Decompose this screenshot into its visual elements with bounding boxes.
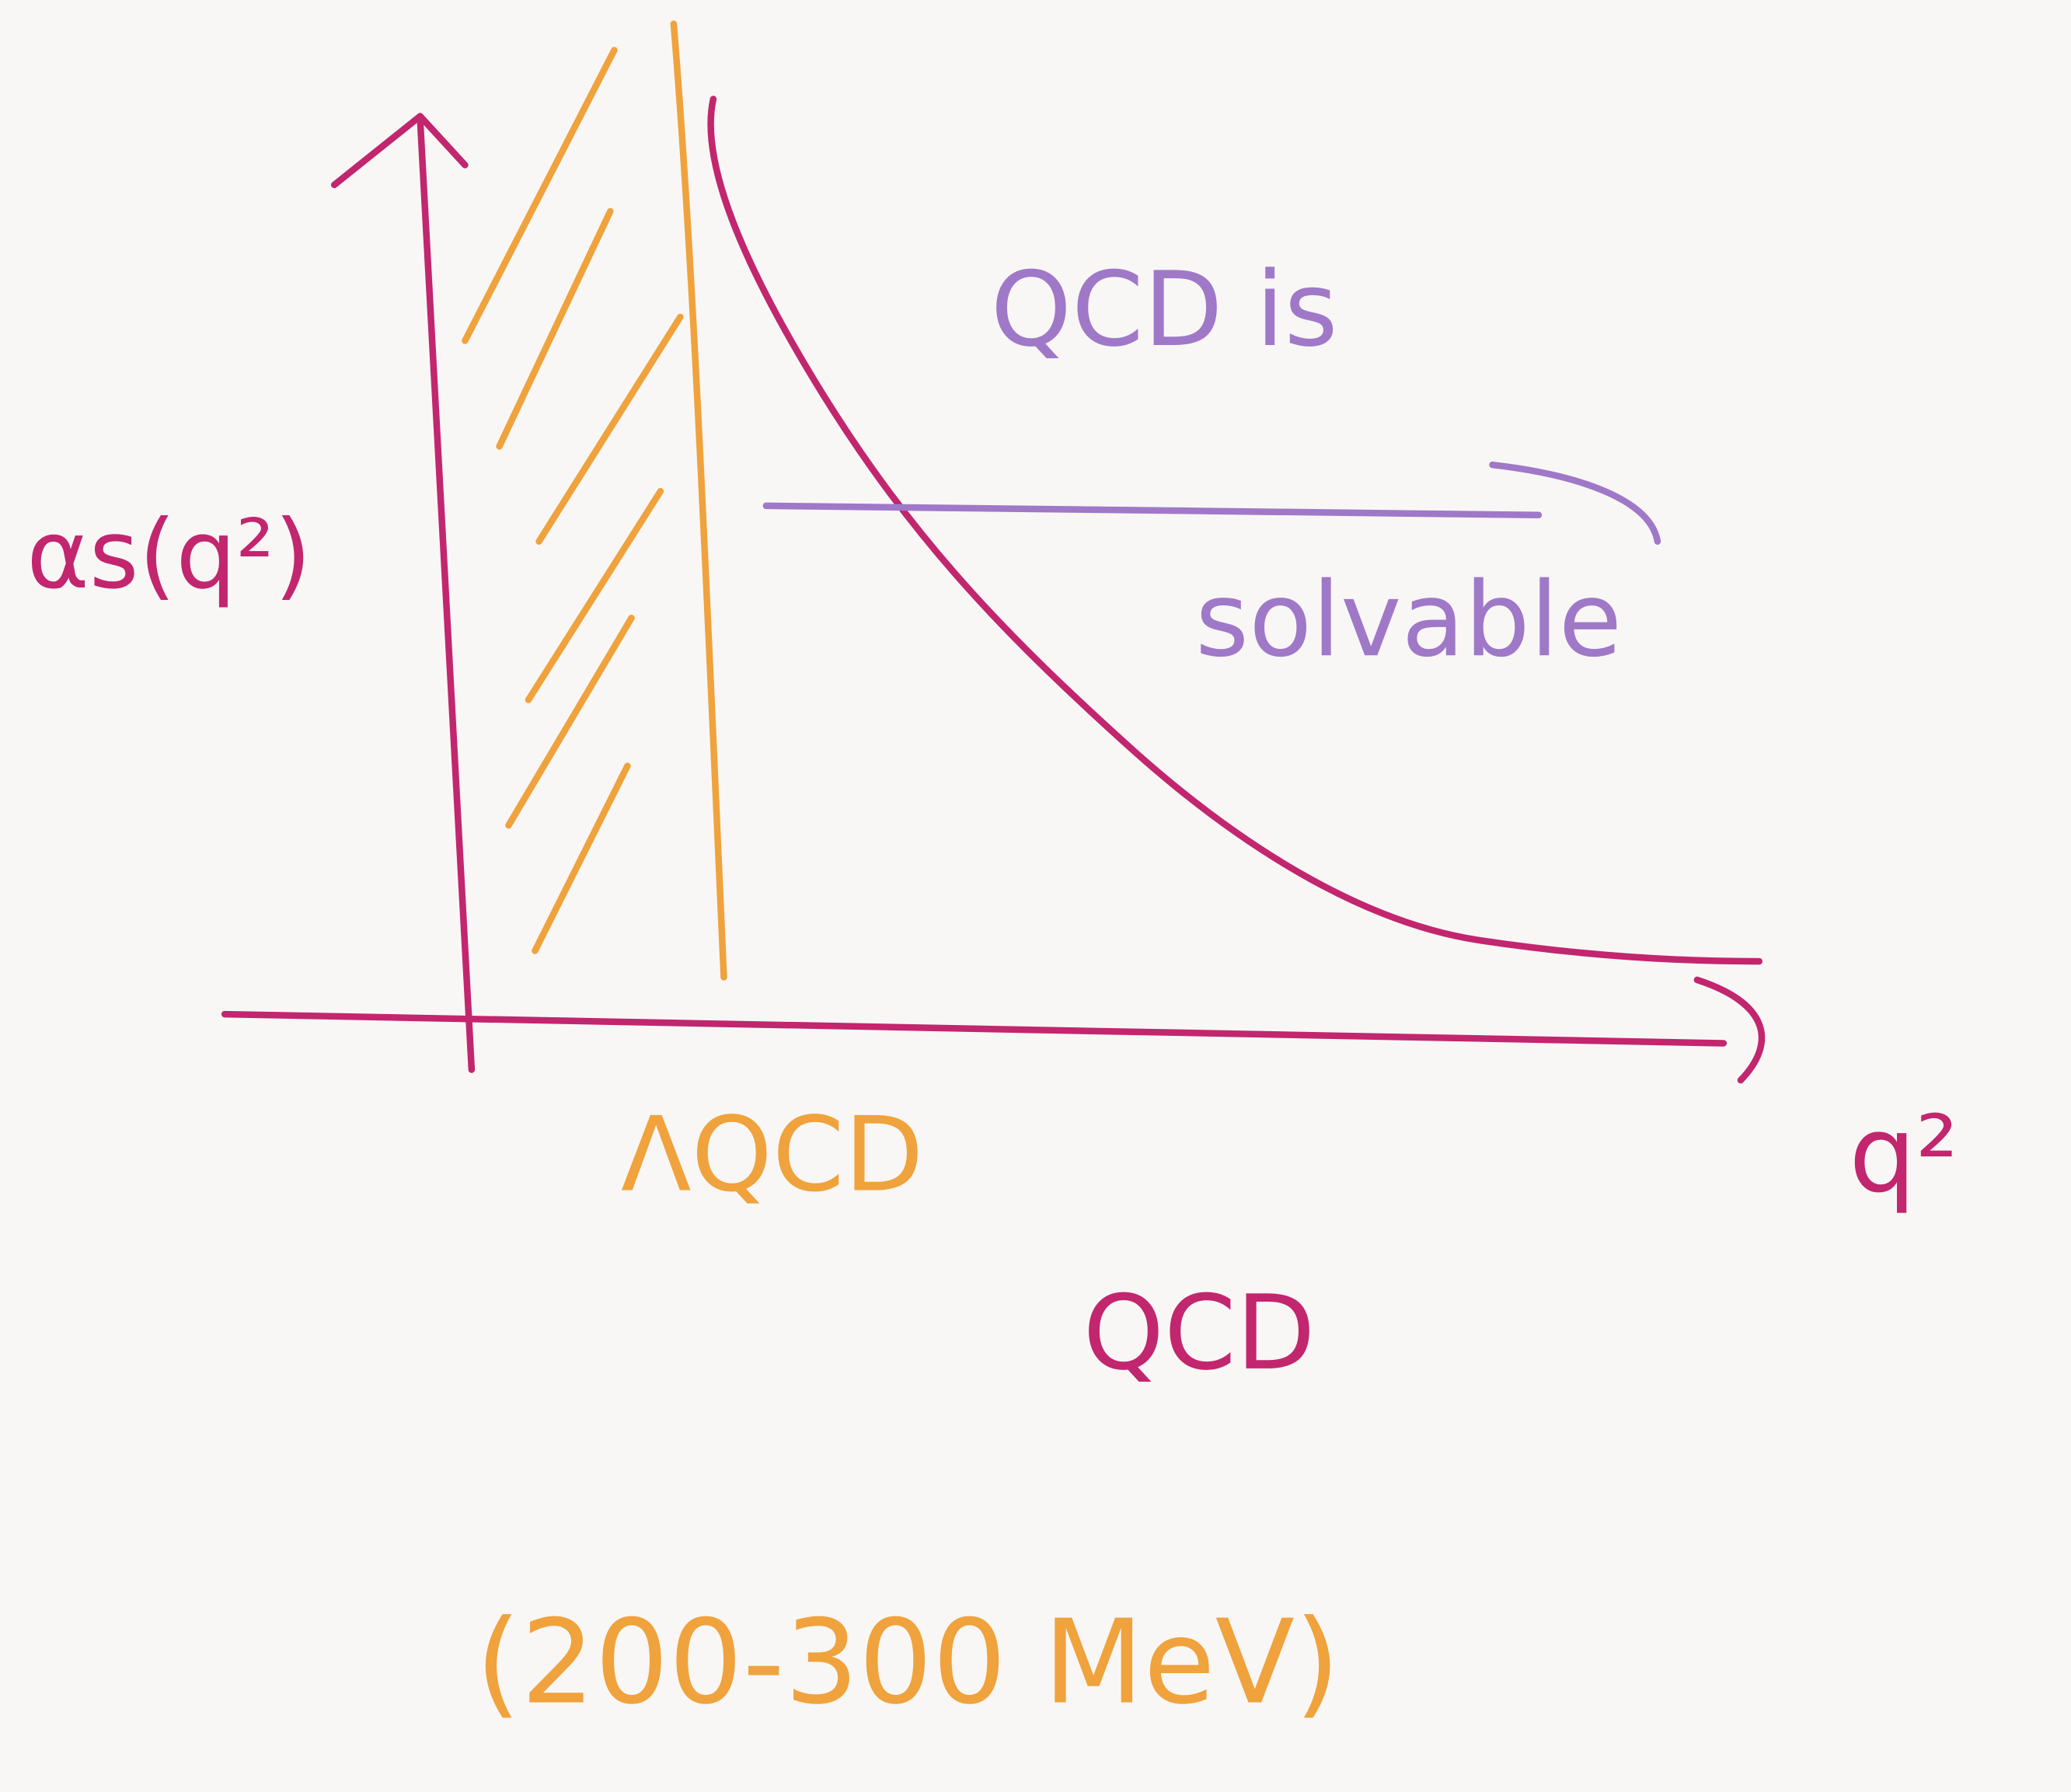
sketch: αs(q²) q² QCD is solvable ΛQCD QCD (200-… [0, 0, 2071, 1792]
region-label: ΛQCD [621, 1096, 924, 1215]
y-axis-label: αs(q²) [26, 499, 312, 610]
page: {"axes": {"y_label": "αs(q²)", "x_label"… [0, 0, 2071, 1792]
region-scale: (200-300 MeV) [476, 1595, 1340, 1731]
x-note: QCD [1083, 1274, 1316, 1393]
curve-note: QCD is [991, 250, 1338, 370]
x-axis-label: q² [1849, 1094, 1958, 1217]
curve-note: solvable [1195, 560, 1622, 680]
